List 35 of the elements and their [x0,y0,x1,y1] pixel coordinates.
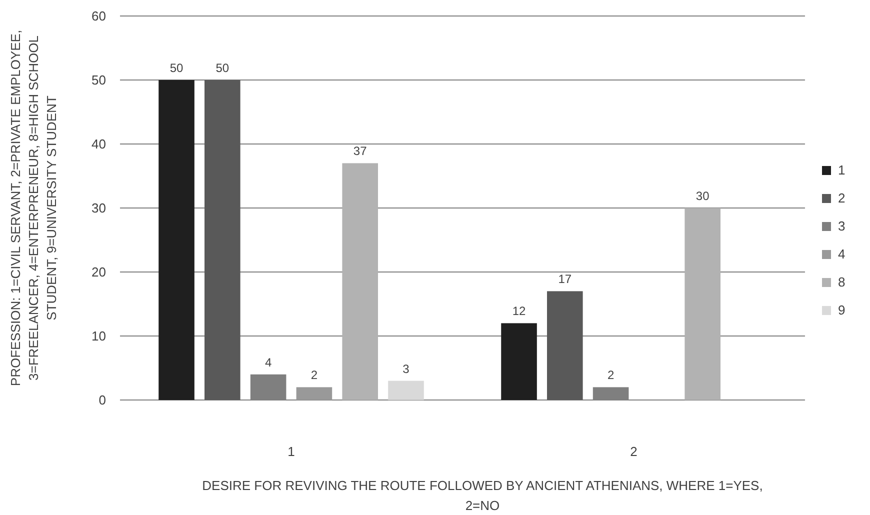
bar [204,80,240,400]
data-label: 2 [607,368,614,382]
bar [250,374,286,400]
data-label: 3 [402,362,410,376]
data-label: 50 [170,61,184,75]
y-tick-label: 40 [92,136,106,152]
data-label: 2 [310,368,318,382]
data-label: 4 [264,355,272,370]
bar [547,291,583,400]
bar [342,163,378,400]
bar [501,323,537,400]
x-axis-title: DESIRE FOR REVIVING THE ROUTE FOLLOWED BY ANCIENT ATHENIANS, WHERE 1=YES, 2=NO [202,478,763,513]
bar [592,387,629,400]
legend-label: 2 [838,190,846,206]
y-tick-label: 60 [92,8,106,24]
y-tick-label: 20 [92,264,106,280]
y-tick-label: 0 [98,392,106,408]
legend-label: 1 [838,162,846,178]
legend-label: 8 [838,274,846,290]
bar [684,208,720,400]
legend-label: 9 [838,302,846,318]
data-label: 17 [558,272,572,286]
data-label: 30 [696,189,710,203]
y-tick-label: 10 [92,328,106,344]
data-label: 50 [216,61,230,75]
data-label: 37 [353,144,368,158]
legend-label: 3 [838,218,846,234]
data-label: 12 [512,304,526,318]
y-tick-label: 50 [92,72,106,88]
y-tick-label: 30 [92,200,106,216]
bar [388,380,424,400]
bar [158,80,194,400]
legend-label: 4 [838,246,846,262]
y-axis-title: PROFESSION: 1=CIVIL SERVANT, 2=PRIVATE EMPLOYEE, 3=FREELANCER, 4=ENTERPRENEUR, 8=HIGH SCHOOL STUDENT, 9=UNIVERSITY STUDENT [8,30,59,386]
bar [296,387,332,400]
